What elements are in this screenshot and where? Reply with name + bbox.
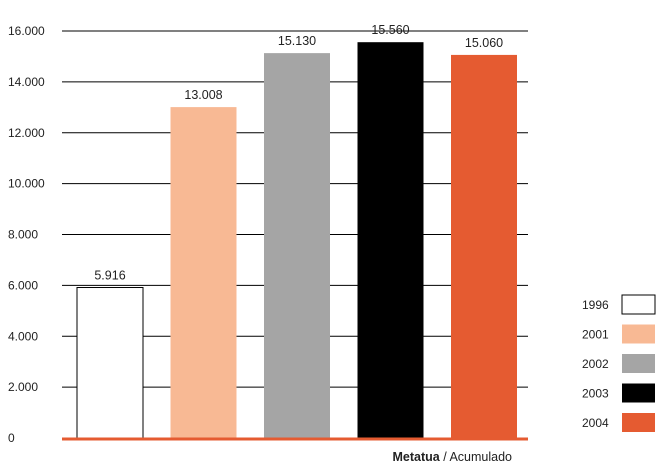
legend-label-1996: 1996 bbox=[582, 298, 609, 312]
data-label-2002: 15.130 bbox=[278, 34, 316, 48]
caption-bold-part: Metatua bbox=[393, 450, 441, 464]
legend-swatch-2003 bbox=[622, 383, 655, 403]
y-tick-label: 12.000 bbox=[8, 126, 45, 140]
y-tick-label: 2.000 bbox=[8, 380, 38, 394]
caption-rest-part: / Acumulado bbox=[440, 450, 512, 464]
bar-2004 bbox=[451, 54, 517, 438]
data-label-2003: 15.560 bbox=[371, 23, 409, 37]
data-label-2001: 13.008 bbox=[184, 88, 222, 102]
legend-swatch-1996 bbox=[621, 294, 656, 315]
y-tick-label: 4.000 bbox=[8, 329, 38, 343]
y-tick-label: 0 bbox=[8, 431, 15, 445]
legend-label-2002: 2002 bbox=[582, 357, 609, 371]
y-tick-label: 16.000 bbox=[8, 24, 45, 38]
data-label-1996: 5.916 bbox=[94, 269, 125, 283]
bar-2002 bbox=[264, 53, 330, 439]
y-tick-label: 8.000 bbox=[8, 228, 38, 242]
bar-1996 bbox=[76, 287, 144, 439]
legend: 1996 2001 2002 2003 2004 bbox=[582, 294, 656, 432]
bar-2001 bbox=[170, 107, 237, 438]
y-axis-ticks: 0 2.000 4.000 6.000 8.000 10.000 12.000 14.000 1… bbox=[8, 24, 45, 445]
legend-label-2004: 2004 bbox=[582, 416, 609, 430]
legend-label-2003: 2003 bbox=[582, 387, 609, 401]
bars bbox=[76, 42, 517, 439]
y-tick-label: 14.000 bbox=[8, 75, 45, 89]
legend-label-2001: 2001 bbox=[582, 328, 609, 342]
legend-swatch-2004 bbox=[622, 413, 655, 432]
data-label-2004: 15.060 bbox=[465, 36, 503, 50]
y-tick-label: 6.000 bbox=[8, 278, 38, 292]
data-labels: 5.916 13.008 15.130 15.560 15.060 bbox=[94, 23, 503, 282]
chart-caption: Metatua / Acumulado bbox=[393, 450, 513, 464]
bar-2003 bbox=[357, 42, 424, 438]
y-tick-label: 10.000 bbox=[8, 177, 45, 191]
legend-swatch-2002 bbox=[622, 354, 655, 373]
legend-swatch-2001 bbox=[622, 324, 655, 344]
